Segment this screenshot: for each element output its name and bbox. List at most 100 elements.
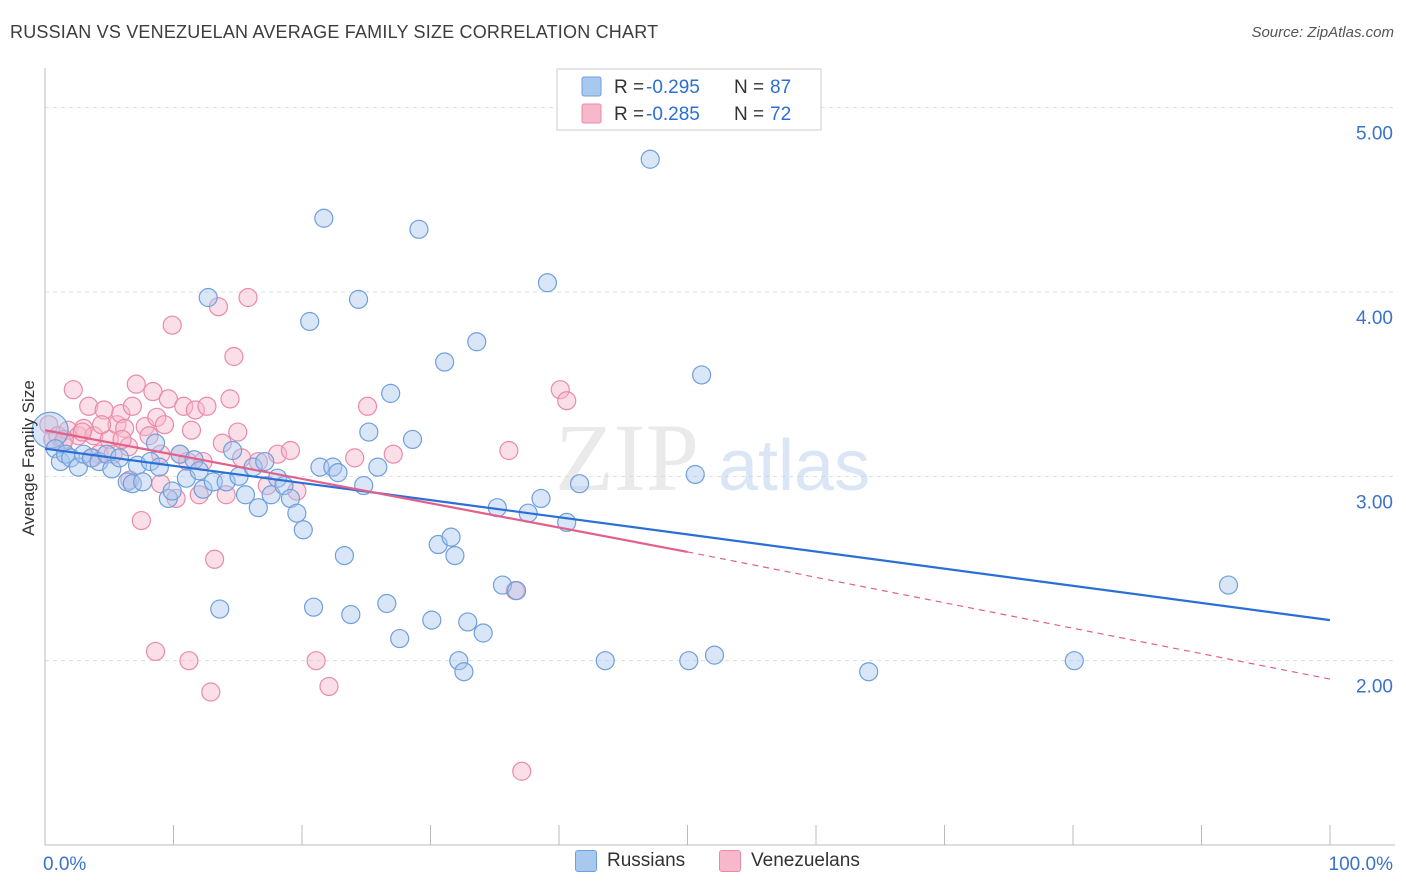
russians-point — [1218, 575, 1239, 595]
watermark: ZIP atlas — [555, 404, 870, 511]
russians-point — [506, 581, 527, 601]
venezuelans-point — [220, 389, 240, 409]
russians-point — [235, 485, 256, 505]
venezuelans-point — [131, 510, 151, 531]
russians-point — [314, 208, 334, 228]
venezuelans-point — [557, 391, 577, 411]
venezuelans-point — [162, 315, 182, 335]
venezuelans-point — [115, 418, 135, 438]
venezuelans-point — [185, 400, 205, 420]
russians-point — [381, 383, 401, 403]
russians-point — [368, 457, 388, 477]
russians-point — [102, 459, 122, 479]
legend-r-label-venezuelans: R = — [614, 104, 649, 125]
venezuelans-label: Venezuelans — [751, 850, 860, 871]
trend-lines — [44, 429, 1331, 680]
russians-point — [640, 149, 660, 169]
watermark-zip: ZIP — [555, 404, 699, 511]
venezuelans-point — [357, 396, 378, 416]
russians-point — [328, 463, 348, 483]
russians-point — [223, 440, 243, 461]
venezuelans-point — [174, 396, 194, 416]
venezuelans-point — [158, 389, 178, 409]
venezuelans-point — [205, 549, 225, 569]
venezuelans-point — [181, 420, 202, 440]
legend-swatch-venezuelans — [581, 103, 602, 124]
russians-point — [435, 352, 455, 372]
venezuelans-point — [145, 641, 166, 662]
venezuelans-point — [319, 676, 339, 697]
russians-point — [445, 545, 465, 566]
y-tick-label: 4.00 — [1356, 308, 1393, 329]
legend-n-value-russians: 87 — [770, 77, 791, 98]
venezuelans-point — [143, 381, 163, 402]
x-tick-label-max: 100.0% — [1329, 854, 1394, 875]
legend-r-label-russians: R = — [614, 77, 649, 98]
russians-point — [193, 479, 213, 499]
venezuelans-point — [122, 396, 142, 416]
venezuelans-point — [147, 407, 167, 427]
russians-point — [341, 604, 361, 625]
legend-swatch-russians — [581, 76, 602, 97]
venezuelans-point — [550, 380, 570, 400]
russians-point — [595, 651, 615, 671]
chart-title: RUSSIAN VS VENEZUELAN AVERAGE FAMILY SIZ… — [10, 22, 659, 42]
venezuelans-point — [238, 287, 258, 308]
russians-point — [692, 365, 712, 385]
venezuelans-point — [499, 440, 519, 461]
russians-point — [334, 545, 355, 566]
legend-n-label-venezuelans: N = — [734, 104, 769, 125]
russians-point — [97, 444, 117, 464]
russians-point — [1064, 651, 1084, 671]
russians-point — [531, 488, 551, 509]
russians-point — [679, 651, 699, 671]
russians-point — [704, 645, 725, 665]
russians-point — [449, 651, 469, 671]
russians-point — [348, 289, 369, 309]
russians-point — [402, 429, 423, 450]
russians-point — [390, 628, 410, 649]
russians-point — [162, 481, 182, 501]
venezuelans-point — [201, 682, 221, 702]
bottom-legend-item-venezuelans[interactable]: Venezuelans — [719, 850, 860, 872]
legend-r-value-russians: -0.295 — [646, 77, 700, 98]
venezuelans-point — [212, 433, 232, 453]
venezuelans-point — [228, 422, 248, 442]
russians-point — [303, 597, 324, 617]
russians-point — [422, 610, 442, 630]
venezuelans-point — [179, 651, 199, 671]
venezuelans-point — [224, 346, 244, 367]
bottom-legend-item-russians[interactable]: Russians — [575, 850, 685, 872]
bottom-legend: Russians Venezuelans — [0, 850, 1406, 880]
russians-point — [323, 457, 343, 477]
russians-point — [198, 287, 218, 308]
axes: 2.00 3.00 4.00 5.00 0.0% 100.0% — [43, 68, 1395, 875]
legend-r-value-venezuelans: -0.285 — [646, 104, 700, 125]
russians-point — [537, 273, 558, 293]
venezuelans-point — [306, 651, 326, 671]
watermark-atlas: atlas — [718, 426, 870, 506]
y-tick-label: 3.00 — [1356, 492, 1393, 513]
legend-n-label-russians: N = — [734, 77, 769, 98]
legend-n-value-venezuelans: 72 — [770, 104, 791, 125]
y-tick-label: 5.00 — [1356, 124, 1393, 145]
venezuelans-trend-extension — [687, 551, 1331, 680]
venezuelans-point — [111, 404, 131, 424]
russians-point — [210, 599, 230, 619]
russians-point — [685, 464, 705, 485]
grid-lines — [45, 107, 1395, 662]
venezuelans-point — [345, 448, 365, 468]
venezuelans-point — [126, 374, 146, 394]
russians-point — [859, 662, 879, 682]
russians-point — [133, 472, 153, 492]
russians-point — [377, 593, 397, 614]
russians-point — [454, 662, 474, 682]
russians-trend-line — [44, 447, 1331, 622]
russians-point — [569, 474, 590, 494]
venezuelans-point — [63, 380, 83, 400]
russians-point — [409, 219, 429, 239]
russians-point — [492, 575, 513, 595]
russians-point — [149, 457, 169, 477]
venezuelans-point — [512, 761, 532, 781]
